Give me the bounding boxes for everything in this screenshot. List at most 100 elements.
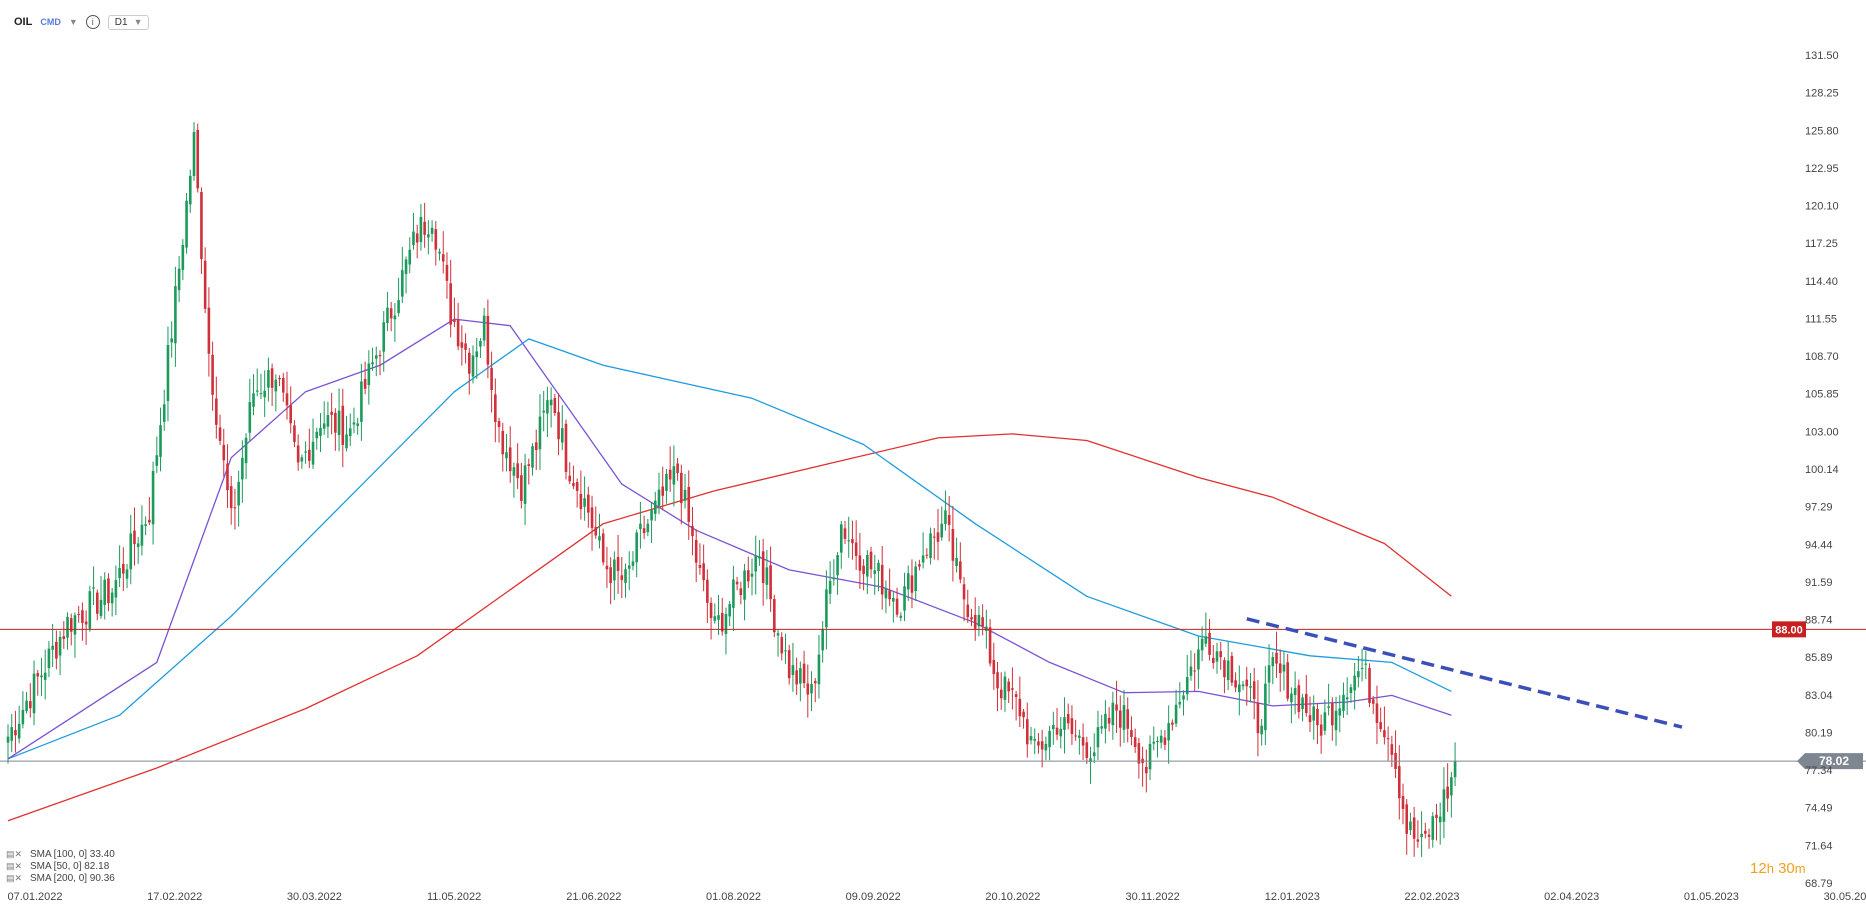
candle	[181, 239, 185, 281]
candle	[601, 528, 605, 566]
candle	[973, 597, 977, 641]
candle	[906, 565, 910, 601]
y-tick-label: 120.10	[1805, 201, 1839, 213]
candle	[1375, 685, 1379, 745]
candle	[1241, 680, 1245, 691]
candle	[925, 548, 929, 559]
timer-minutes-unit: m	[1794, 861, 1806, 876]
chevron-down-icon: ▼	[133, 16, 143, 27]
candle	[1007, 678, 1010, 704]
candle	[501, 422, 505, 472]
candle	[281, 372, 285, 402]
candle	[1137, 737, 1141, 779]
candle	[10, 713, 14, 753]
x-tick-label: 30.05.2023	[1824, 891, 1866, 903]
candle	[110, 587, 114, 617]
candle	[1070, 705, 1074, 745]
candle	[1349, 683, 1353, 703]
candle	[761, 538, 765, 606]
candle	[81, 602, 84, 641]
candle	[125, 563, 129, 589]
candle	[1353, 662, 1356, 710]
sma-200-line	[7, 433, 1452, 822]
drawings[interactable]: 88.00 78.02	[0, 617, 1866, 770]
x-tick-label: 17.02.2022	[147, 891, 202, 903]
candle	[456, 302, 460, 351]
candle	[962, 576, 966, 622]
chevron-down-icon[interactable]: ▼	[68, 17, 78, 27]
candle	[1167, 705, 1170, 764]
x-tick-label: 30.03.2022	[287, 891, 342, 903]
settings-icon[interactable]: ▤✕	[6, 848, 23, 859]
candle	[624, 563, 627, 598]
current-price-label: 78.02	[1797, 753, 1863, 770]
candle	[583, 476, 586, 521]
candle	[929, 527, 932, 565]
moving-averages	[7, 318, 1452, 822]
x-tick-label: 09.09.2022	[846, 891, 901, 903]
candle	[95, 589, 99, 621]
candle	[631, 551, 635, 571]
y-tick-label: 74.49	[1805, 803, 1833, 815]
candle	[1074, 719, 1077, 741]
candle	[743, 563, 746, 621]
time-axis[interactable]: 07.01.2022 17.02.2022 30.03.2022 11.05.2022…	[7, 891, 1866, 903]
timer-hours: 12	[1750, 860, 1767, 877]
trendline[interactable]	[1246, 617, 1683, 729]
price-axis[interactable]: 131.50 128.25 125.80 122.95 120.10 117.25 114.…	[1805, 50, 1839, 890]
candle	[828, 561, 832, 604]
candle	[605, 546, 609, 588]
legend-item-sma-100[interactable]: ▤✕ SMA [100, 0] 33.40	[6, 848, 115, 860]
candle	[1141, 746, 1144, 787]
candle	[724, 607, 728, 655]
candle	[1249, 673, 1252, 703]
legend-item-sma-50[interactable]: ▤✕ SMA [50, 0] 82.18	[6, 860, 115, 872]
candle	[750, 558, 754, 596]
candle	[765, 549, 769, 600]
candle	[672, 445, 676, 507]
candle	[170, 321, 173, 358]
candle	[162, 389, 166, 431]
candle	[1059, 716, 1063, 749]
candle	[1104, 700, 1107, 744]
candle	[486, 299, 490, 379]
candle	[25, 691, 28, 714]
candle	[1394, 730, 1397, 779]
candle	[482, 307, 486, 347]
candle	[1078, 729, 1081, 755]
symbol-label[interactable]: OIL	[14, 16, 33, 28]
candle	[415, 224, 419, 259]
candle	[308, 428, 311, 469]
candle	[382, 311, 386, 372]
candle	[921, 532, 925, 569]
candle	[215, 376, 218, 439]
settings-icon[interactable]: ▤✕	[6, 872, 23, 883]
candle	[241, 440, 244, 503]
candle	[1185, 654, 1189, 701]
candle	[560, 405, 564, 451]
candle	[1096, 710, 1100, 760]
candle	[683, 473, 687, 509]
candle	[386, 291, 389, 332]
candle	[233, 488, 237, 530]
timeframe-select[interactable]: D1 ▼	[107, 14, 150, 30]
candle	[1238, 665, 1241, 716]
candle	[706, 569, 709, 624]
candle	[1293, 671, 1297, 715]
candle	[430, 220, 434, 242]
candle	[635, 529, 638, 578]
candle	[6, 724, 10, 764]
candle	[1435, 803, 1438, 841]
candle	[1301, 693, 1304, 722]
candle	[508, 426, 512, 483]
candle	[1223, 657, 1226, 694]
legend-item-sma-200[interactable]: ▤✕ SMA [200, 0] 90.36	[6, 872, 115, 884]
info-icon[interactable]: i	[85, 15, 100, 29]
candle	[594, 506, 598, 539]
candle	[293, 420, 296, 448]
settings-icon[interactable]: ▤✕	[6, 860, 23, 871]
candle	[1371, 696, 1375, 715]
candle	[951, 505, 955, 582]
candle	[1379, 707, 1382, 733]
